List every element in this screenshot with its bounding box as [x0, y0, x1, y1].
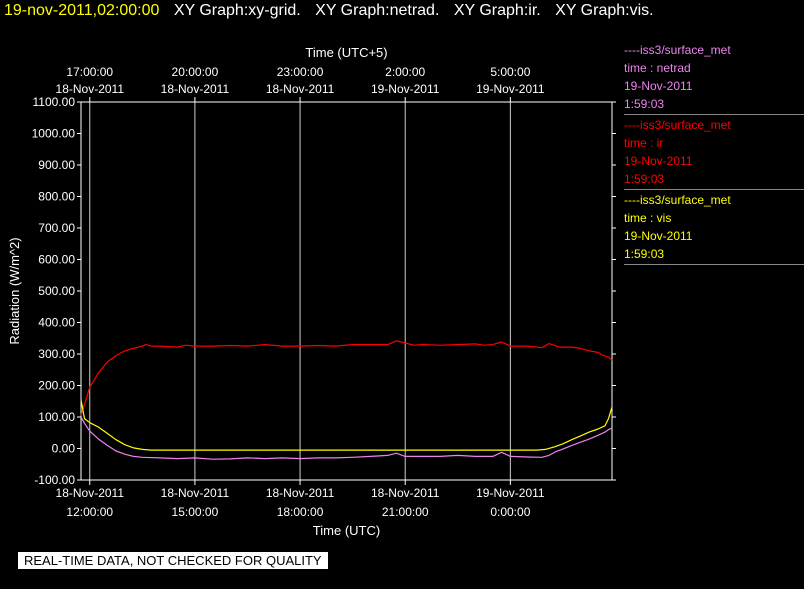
- x-tick-date-label: 18-Nov-2011: [56, 486, 125, 500]
- x-tick-time-label: 0:00:00: [490, 505, 530, 519]
- graph-title-ir: XY Graph:ir.: [453, 2, 541, 19]
- x2-tick-time-label: 5:00:00: [490, 65, 530, 79]
- legend-source: ----iss3/surface_met: [624, 118, 731, 132]
- x-tick-date-label: 18-Nov-2011: [161, 486, 230, 500]
- y-tick-label: 100.00: [38, 410, 75, 424]
- graph-title-netrad: XY Graph:netrad.: [315, 2, 440, 19]
- x-tick-time-label: 15:00:00: [172, 505, 219, 519]
- y-tick-label: 400.00: [38, 316, 75, 330]
- x2-tick-date-label: 18-Nov-2011: [56, 82, 125, 96]
- legend-label: time : ir: [624, 136, 664, 150]
- legend-entry-netrad: ----iss3/surface_met time : netrad 19-No…: [624, 41, 804, 115]
- y-axis-label: Radiation (W/m^2): [7, 237, 22, 344]
- graph-title-xy-grid: XY Graph:xy-grid.: [173, 2, 301, 19]
- legend-date: 19-Nov-2011: [624, 154, 693, 168]
- x2-axis-label: Time (UTC+5): [305, 45, 387, 60]
- x2-tick-time-label: 20:00:00: [172, 65, 219, 79]
- y-tick-label: 900.00: [38, 158, 75, 172]
- x-tick-date-label: 19-Nov-2011: [476, 486, 545, 500]
- legend-source: ----iss3/surface_met: [624, 43, 731, 57]
- legend-entry-ir: ----iss3/surface_met time : ir 19-Nov-20…: [624, 116, 804, 190]
- y-tick-label: 800.00: [38, 190, 75, 204]
- y-tick-label: 200.00: [38, 379, 75, 393]
- x2-tick-time-label: 23:00:00: [277, 65, 324, 79]
- series-line-netrad: [80, 416, 613, 460]
- series-line-ir: [80, 340, 613, 416]
- y-tick-label: 1000.00: [32, 127, 76, 141]
- x2-tick-date-label: 19-Nov-2011: [476, 82, 545, 96]
- series-line-vis: [80, 399, 613, 451]
- plot-frame: [80, 101, 613, 481]
- legend: ----iss3/surface_met time : netrad 19-No…: [624, 41, 804, 266]
- x-tick-date-label: 18-Nov-2011: [266, 486, 335, 500]
- legend-source: ----iss3/surface_met: [624, 193, 731, 207]
- legend-time: 1:59:03: [624, 247, 665, 261]
- y-tick-label: 700.00: [38, 221, 75, 235]
- x2-tick-date-label: 18-Nov-2011: [161, 82, 230, 96]
- legend-date: 19-Nov-2011: [624, 229, 693, 243]
- x2-tick-date-label: 18-Nov-2011: [266, 82, 335, 96]
- x-tick-time-label: 21:00:00: [382, 505, 429, 519]
- x2-tick-date-label: 19-Nov-2011: [371, 82, 440, 96]
- graph-title-vis: XY Graph:vis.: [555, 2, 654, 19]
- y-tick-label: 300.00: [38, 347, 75, 361]
- quality-notice: REAL-TIME DATA, NOT CHECKED FOR QUALITY: [18, 552, 328, 569]
- x-tick-time-label: 18:00:00: [277, 505, 324, 519]
- legend-label: time : netrad: [624, 61, 691, 75]
- y-tick-label: 0.00: [52, 442, 76, 456]
- timestamp: 19-nov-2011,02:00:00: [4, 2, 160, 19]
- x2-tick-time-label: 17:00:00: [66, 65, 113, 79]
- y-tick-label: 1100.00: [33, 95, 76, 109]
- legend-date: 19-Nov-2011: [624, 79, 693, 93]
- x-tick-date-label: 18-Nov-2011: [371, 486, 440, 500]
- legend-label: time : vis: [624, 211, 672, 225]
- y-tick-label: 500.00: [38, 284, 75, 298]
- y-tick-label: 600.00: [38, 253, 75, 267]
- legend-time: 1:59:03: [624, 97, 665, 111]
- legend-entry-vis: ----iss3/surface_met time : vis 19-Nov-2…: [624, 191, 804, 265]
- legend-time: 1:59:03: [624, 172, 665, 186]
- x-axis-label: Time (UTC): [313, 523, 380, 538]
- x-tick-time-label: 12:00:00: [66, 505, 113, 519]
- x2-tick-time-label: 2:00:00: [385, 65, 425, 79]
- header-bar: 19-nov-2011,02:00:00 XY Graph:xy-grid. X…: [4, 2, 654, 20]
- y-tick-label: -100.00: [34, 473, 75, 487]
